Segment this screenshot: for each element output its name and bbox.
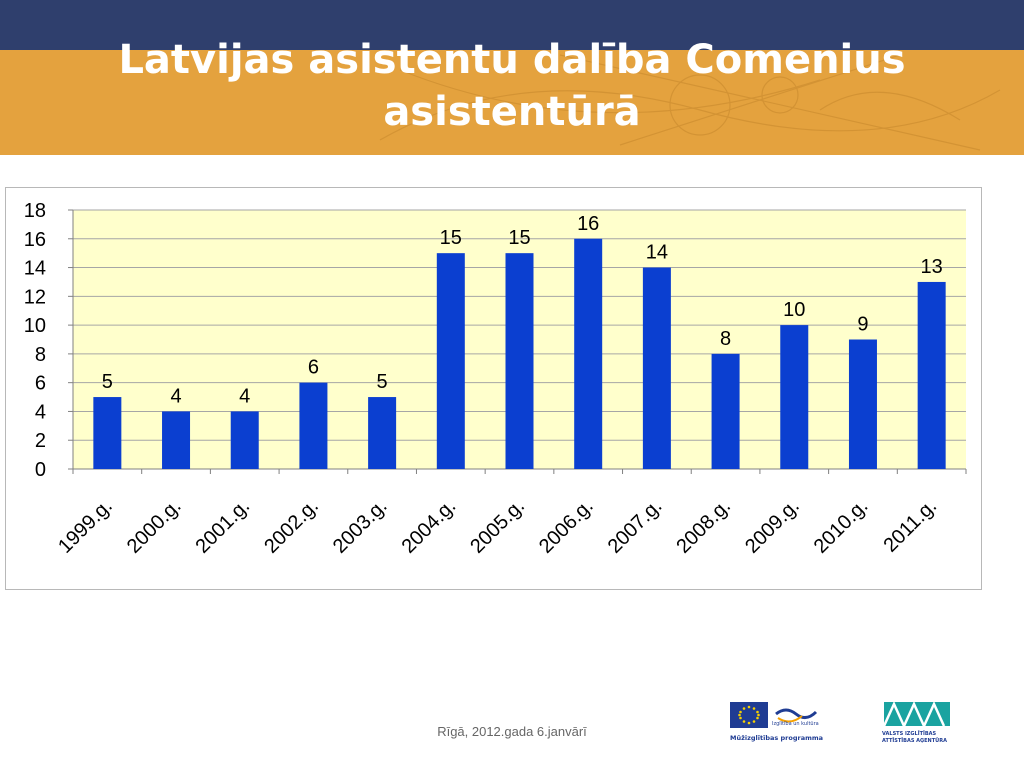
slide-title-line2: asistentūrā <box>383 89 641 135</box>
y-tick-label: 4 <box>35 401 46 423</box>
x-tick-label: 2004.g. <box>398 495 461 558</box>
y-tick-label: 8 <box>35 344 46 366</box>
bar <box>711 353 740 469</box>
x-tick-label: 2008.g. <box>672 495 735 558</box>
y-tick-label: 18 <box>24 200 46 222</box>
y-tick-label: 0 <box>35 459 46 481</box>
bar <box>368 397 397 469</box>
x-tick-label: 2000.g. <box>123 495 186 558</box>
x-tick-label: 2006.g. <box>535 495 598 558</box>
data-label: 6 <box>308 357 319 379</box>
header-top-band <box>0 0 1024 50</box>
bar <box>230 411 259 469</box>
x-tick-label: 2005.g. <box>466 495 529 558</box>
via-line2: ATTĪSTĪBAS AĢENTŪRA <box>882 737 947 744</box>
footer-date: Rīgā, 2012.gada 6.janvārī <box>437 724 587 739</box>
x-tick-label: 2007.g. <box>604 495 667 558</box>
via-mark-icon: VALSTS IZGLĪTĪBAS ATTĪSTĪBAS AĢENTŪRA <box>882 700 950 744</box>
bar <box>848 339 877 469</box>
data-label: 14 <box>646 242 668 264</box>
y-tick-label: 12 <box>24 286 46 308</box>
bar <box>917 281 946 469</box>
x-tick-label: 2011.g. <box>879 495 941 557</box>
data-label: 5 <box>377 371 388 393</box>
bar <box>505 253 534 469</box>
bar <box>574 238 603 469</box>
y-tick-label: 14 <box>24 258 46 280</box>
bar <box>299 382 328 469</box>
data-label: 8 <box>720 328 731 350</box>
data-label: 13 <box>921 256 943 278</box>
x-tick-label: 2010.g. <box>810 495 873 558</box>
y-tick-label: 16 <box>24 229 46 251</box>
data-label: 9 <box>857 314 868 336</box>
header-decoration <box>379 54 1001 151</box>
bar <box>436 253 465 469</box>
chart-frame: 0 2 4 6 8 10 12 14 16 18 5 1999.g. 4 2000.g. 4 2001.g. 6… <box>5 187 982 590</box>
x-tick-label: 1999.g. <box>54 495 117 558</box>
bar <box>642 267 671 469</box>
bar <box>162 411 191 469</box>
data-label: 5 <box>102 371 113 393</box>
y-tick-label: 10 <box>24 315 46 337</box>
data-label: 15 <box>508 227 530 249</box>
header-orange-band <box>0 50 1024 155</box>
lifelong-learning-logo: Izglītība un kultūra Mūžizglītības progr… <box>728 700 838 750</box>
data-label: 4 <box>170 385 181 407</box>
x-tick-label: 2002.g. <box>260 495 323 558</box>
x-tick-label: 2009.g. <box>741 495 804 558</box>
data-label: 4 <box>239 385 250 407</box>
eu-flag-icon: Izglītība un kultūra Mūžizglītības progr… <box>730 702 823 742</box>
data-label: 16 <box>577 213 599 235</box>
data-label: 15 <box>440 227 462 249</box>
bar <box>93 397 122 469</box>
y-tick-label: 6 <box>35 373 46 395</box>
data-label: 10 <box>783 299 805 321</box>
via-agency-logo: VALSTS IZGLĪTĪBAS ATTĪSTĪBAS AĢENTŪRA <box>880 700 970 750</box>
slide-title-line1: Latvijas asistentu dalība Comenius <box>118 37 906 83</box>
slide-title: Latvijas asistentu dalība Comenius asist… <box>40 34 984 138</box>
y-tick-label: 2 <box>35 430 46 452</box>
mzp-tagline: Izglītība un kultūra <box>772 721 819 727</box>
via-line1: VALSTS IZGLĪTĪBAS <box>882 730 937 737</box>
mzp-name: Mūžizglītības programma <box>730 734 823 742</box>
bar <box>780 325 809 469</box>
bar-chart: 0 2 4 6 8 10 12 14 16 18 5 1999.g. 4 2000.g. 4 2001.g. 6… <box>24 200 967 558</box>
x-tick-label: 2001.g. <box>192 495 255 558</box>
x-tick-label: 2003.g. <box>329 495 392 558</box>
